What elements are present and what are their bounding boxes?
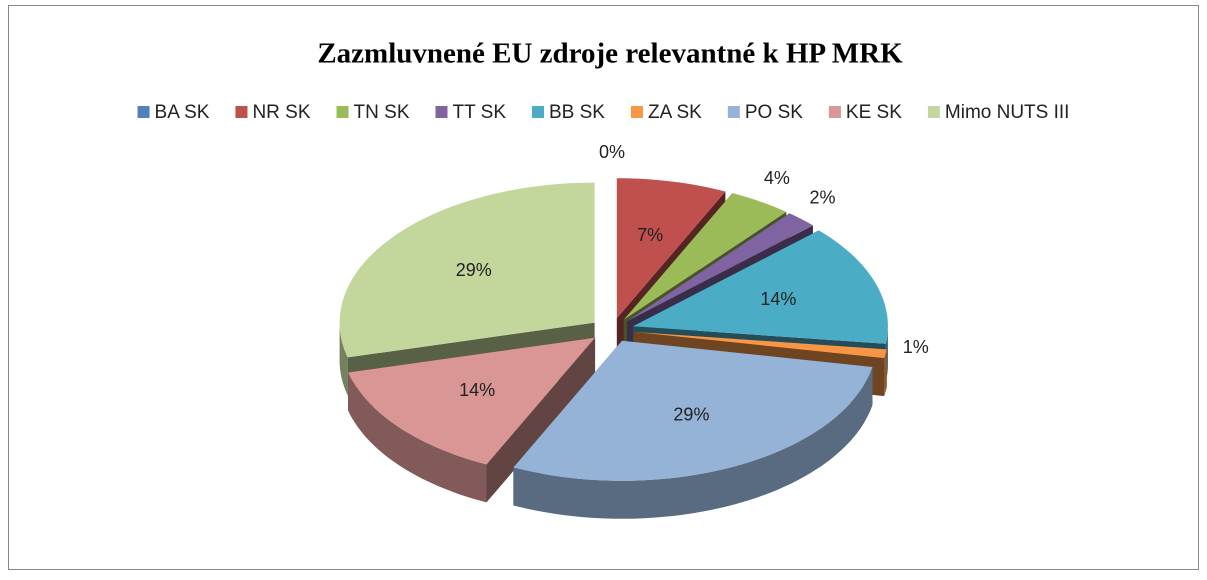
slice-top	[623, 193, 787, 320]
legend: BA SK NR SK TN SK TT SK BB SK ZA SK PO SK KE SK…	[137, 102, 1070, 123]
data-label: 0%	[599, 142, 625, 162]
legend-swatch	[235, 106, 248, 118]
legend-item: TN SK	[336, 102, 410, 123]
legend-item: TT SK	[435, 102, 506, 123]
data-label: 29%	[456, 260, 492, 280]
pie-slice	[348, 337, 596, 503]
data-label: 14%	[760, 289, 796, 309]
slice-top	[616, 178, 726, 319]
slice-top	[627, 213, 813, 322]
slice-top	[633, 331, 887, 359]
data-label: 7%	[637, 225, 663, 245]
legend-label: BB SK	[549, 102, 605, 123]
slice-side	[339, 322, 348, 396]
slice-side	[884, 349, 887, 397]
legend-item: PO SK	[727, 102, 803, 123]
legend-swatch	[435, 106, 448, 118]
data-label: 14%	[459, 380, 495, 400]
legend-swatch	[927, 106, 940, 118]
legend-label: TT SK	[452, 102, 506, 123]
slice-side	[513, 367, 873, 519]
pie	[339, 178, 888, 519]
data-label: 1%	[903, 337, 929, 357]
legend-item: KE SK	[828, 102, 902, 123]
legend-swatch	[531, 106, 544, 118]
legend-swatch	[630, 106, 643, 118]
slice-top	[348, 337, 596, 465]
legend-label: NR SK	[252, 102, 310, 123]
legend-label: ZA SK	[648, 102, 702, 123]
legend-label: PO SK	[745, 102, 803, 123]
legend-item: Mimo NUTS III	[927, 102, 1070, 123]
slice-top	[339, 182, 595, 358]
legend-item: BB SK	[531, 102, 605, 123]
data-label: 2%	[810, 188, 836, 208]
legend-label: BA SK	[155, 102, 210, 123]
legend-label: Mimo NUTS III	[945, 102, 1070, 123]
legend-label: KE SK	[846, 102, 902, 123]
data-labels: 0% 7% 4% 2% 14% 1% 29% 14% 29%	[456, 142, 929, 425]
slice-top	[513, 340, 873, 481]
pie-slice	[513, 340, 873, 519]
legend-label: TN SK	[354, 102, 410, 123]
legend-swatch	[727, 106, 740, 118]
chart-title: Zazmluvnené EU zdroje relevantné k HP MR…	[317, 38, 903, 70]
legend-item: ZA SK	[630, 102, 702, 123]
slice-top	[632, 230, 888, 344]
legend-swatch	[336, 106, 349, 118]
legend-swatch	[137, 106, 150, 118]
legend-item: BA SK	[137, 102, 210, 123]
slice-side	[348, 372, 487, 503]
data-label: 4%	[764, 168, 790, 188]
legend-swatch	[828, 106, 841, 118]
legend-item: NR SK	[235, 102, 311, 123]
data-label: 29%	[673, 404, 709, 424]
